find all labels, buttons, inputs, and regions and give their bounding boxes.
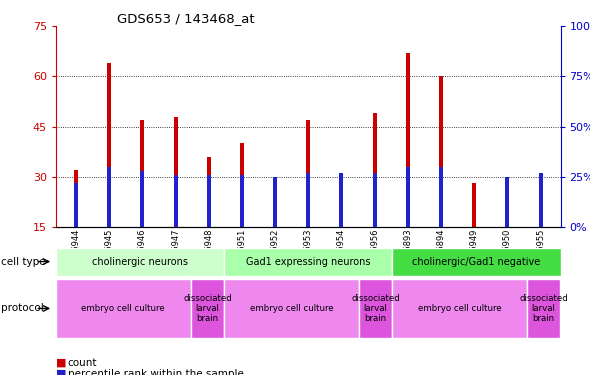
Bar: [107, 166, 111, 227]
Bar: [527, 279, 560, 338]
Bar: [56, 279, 191, 338]
Text: protocol: protocol: [1, 303, 44, 313]
Bar: [306, 173, 310, 227]
Text: embryo cell culture: embryo cell culture: [250, 304, 333, 313]
Bar: [373, 113, 376, 277]
Text: GDS653 / 143468_at: GDS653 / 143468_at: [117, 12, 254, 25]
Bar: [373, 173, 376, 227]
Text: embryo cell culture: embryo cell culture: [418, 304, 502, 313]
Text: ■: ■: [56, 369, 67, 375]
Bar: [273, 194, 277, 277]
Bar: [406, 53, 410, 277]
Bar: [191, 279, 224, 338]
Bar: [140, 171, 145, 227]
Bar: [140, 120, 145, 277]
Bar: [392, 248, 560, 276]
Bar: [240, 143, 244, 277]
Bar: [224, 248, 392, 276]
Bar: [74, 170, 78, 277]
Bar: [107, 63, 111, 277]
Bar: [539, 173, 543, 227]
Bar: [359, 279, 392, 338]
Bar: [240, 175, 244, 227]
Bar: [506, 177, 509, 227]
Bar: [339, 177, 343, 277]
Bar: [173, 117, 178, 277]
Bar: [439, 76, 443, 277]
Bar: [173, 175, 178, 227]
Text: cell type: cell type: [1, 256, 46, 267]
Text: ■: ■: [56, 358, 67, 368]
Bar: [56, 248, 224, 276]
Text: cholinergic/Gad1 negative: cholinergic/Gad1 negative: [412, 256, 540, 267]
Bar: [506, 197, 509, 277]
Text: dissociated
larval
brain: dissociated larval brain: [183, 294, 232, 323]
Text: dissociated
larval
brain: dissociated larval brain: [519, 294, 568, 323]
Bar: [439, 166, 443, 227]
Bar: [206, 175, 211, 227]
Bar: [539, 177, 543, 277]
Text: percentile rank within the sample: percentile rank within the sample: [68, 369, 244, 375]
Bar: [74, 183, 78, 227]
Text: count: count: [68, 358, 97, 368]
Text: embryo cell culture: embryo cell culture: [81, 304, 165, 313]
Bar: [206, 157, 211, 277]
Bar: [339, 173, 343, 227]
Text: cholinergic neurons: cholinergic neurons: [92, 256, 188, 267]
Text: dissociated
larval
brain: dissociated larval brain: [351, 294, 400, 323]
Bar: [406, 166, 410, 227]
Bar: [273, 177, 277, 227]
Bar: [392, 279, 527, 338]
Bar: [472, 183, 476, 277]
Bar: [306, 120, 310, 277]
Bar: [224, 279, 359, 338]
Text: Gad1 expressing neurons: Gad1 expressing neurons: [246, 256, 371, 267]
